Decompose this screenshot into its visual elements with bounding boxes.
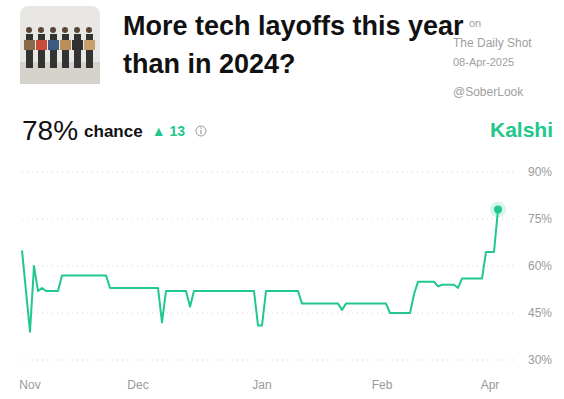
x-tick-label: Jan [252, 378, 271, 392]
x-tick-label: Feb [372, 378, 393, 392]
x-tick-label: Dec [127, 378, 148, 392]
grid-line [22, 360, 514, 361]
info-stem [200, 130, 201, 134]
thumbnail-box [24, 40, 35, 50]
grid-line [22, 172, 514, 173]
line [22, 210, 498, 332]
grid-line [22, 266, 514, 267]
thumbnail-figure [50, 27, 56, 33]
y-tick-label: 45% [528, 306, 552, 320]
headline: 78% [22, 115, 78, 146]
x-tick-label: Apr [481, 378, 500, 392]
thumbnail-box [36, 40, 47, 50]
change: ▲ 13 [152, 123, 186, 139]
title-line: More tech layoffs this year [123, 11, 464, 41]
title: More tech layoffs this year than in 2024? [123, 11, 464, 79]
end-halo [490, 202, 506, 218]
chart-root: More tech layoffs this year than in 2024?… [0, 0, 564, 399]
x-tick-label: Nov [19, 378, 40, 392]
y-tick-label: 90% [528, 165, 552, 179]
grid-line [22, 313, 514, 314]
watermark: @SoberLook [453, 85, 524, 99]
thumbnail-figure [38, 27, 44, 33]
brand: Kalshi [490, 118, 553, 141]
thumbnail-figure [62, 34, 69, 68]
thumbnail-figure [86, 34, 93, 68]
info-icon [196, 126, 206, 136]
watermark: on [469, 17, 481, 29]
thumbnail-figure [62, 27, 68, 33]
thumbnail-bg [20, 6, 100, 84]
thumbnail-box [60, 40, 71, 50]
thumbnail-figure [74, 34, 81, 68]
thumbnail-figure [26, 34, 33, 68]
headline-suffix: chance [84, 122, 143, 141]
grid-line [22, 219, 514, 220]
watermark: The Daily Shot [453, 36, 532, 50]
thumbnail-figure [86, 27, 92, 33]
end-point [494, 206, 502, 214]
y-tick-label: 60% [528, 259, 552, 273]
thumbnail-box [72, 40, 83, 50]
thumbnail-figure [26, 27, 32, 33]
line-group [22, 202, 506, 332]
info-circle [196, 126, 206, 136]
thumbnail-box [84, 40, 95, 50]
thumbnail-figure [50, 34, 57, 68]
thumbnail-box [48, 40, 59, 50]
info-dot [200, 127, 202, 129]
title-line: than in 2024? [123, 49, 296, 79]
y-tick-label: 30% [528, 353, 552, 367]
background [0, 0, 564, 399]
thumbnail-figure [74, 27, 80, 33]
y-tick-label: 75% [528, 212, 552, 226]
thumbnail [20, 6, 100, 84]
thumbnail-figure [38, 34, 45, 68]
watermark: 08-Apr-2025 [453, 56, 514, 68]
